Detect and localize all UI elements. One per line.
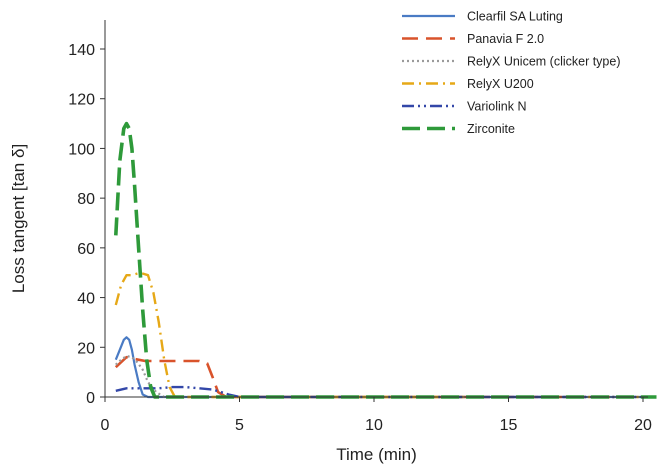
legend-label-3: RelyX U200	[467, 77, 534, 91]
x-axis-title: Time (min)	[336, 445, 417, 464]
legend-label-4: Variolink N	[467, 100, 527, 114]
y-axis-title: Loss tangent [tan δ]	[9, 144, 28, 293]
y-tick-label: 0	[86, 390, 95, 407]
x-tick-label: 10	[365, 417, 383, 434]
legend-label-2: RelyX Unicem (clicker type)	[467, 55, 621, 69]
y-tick-label: 100	[68, 141, 95, 158]
legend: Clearfil SA Luting Panavia F 2.0 RelyX Uni…	[402, 10, 621, 136]
axes-layer	[104, 20, 648, 398]
legend-label-0: Clearfil SA Luting	[467, 10, 563, 24]
legend-label-1: Panavia F 2.0	[467, 32, 544, 46]
x-tick-label: 20	[634, 417, 652, 434]
y-tick-label: 40	[77, 291, 95, 308]
y-tick-label: 140	[68, 42, 95, 59]
y-ticks: 0 20 40 60 80 100 120 140	[68, 42, 105, 407]
series-line-1	[114, 355, 657, 399]
series-line-0	[114, 336, 657, 399]
x-tick-label: 5	[235, 417, 244, 434]
series-line-5	[114, 121, 657, 399]
x-ticks: 0 5 10 15 20	[101, 397, 652, 434]
x-tick-label: 15	[500, 417, 518, 434]
series-layer	[114, 121, 657, 399]
y-tick-label: 20	[77, 340, 95, 357]
y-tick-label: 60	[77, 241, 95, 258]
y-tick-label: 120	[68, 92, 95, 109]
series-line-3	[114, 271, 657, 399]
y-tick-label: 80	[77, 191, 95, 208]
legend-label-5: Zirconite	[467, 122, 515, 136]
x-tick-label: 0	[101, 417, 110, 434]
